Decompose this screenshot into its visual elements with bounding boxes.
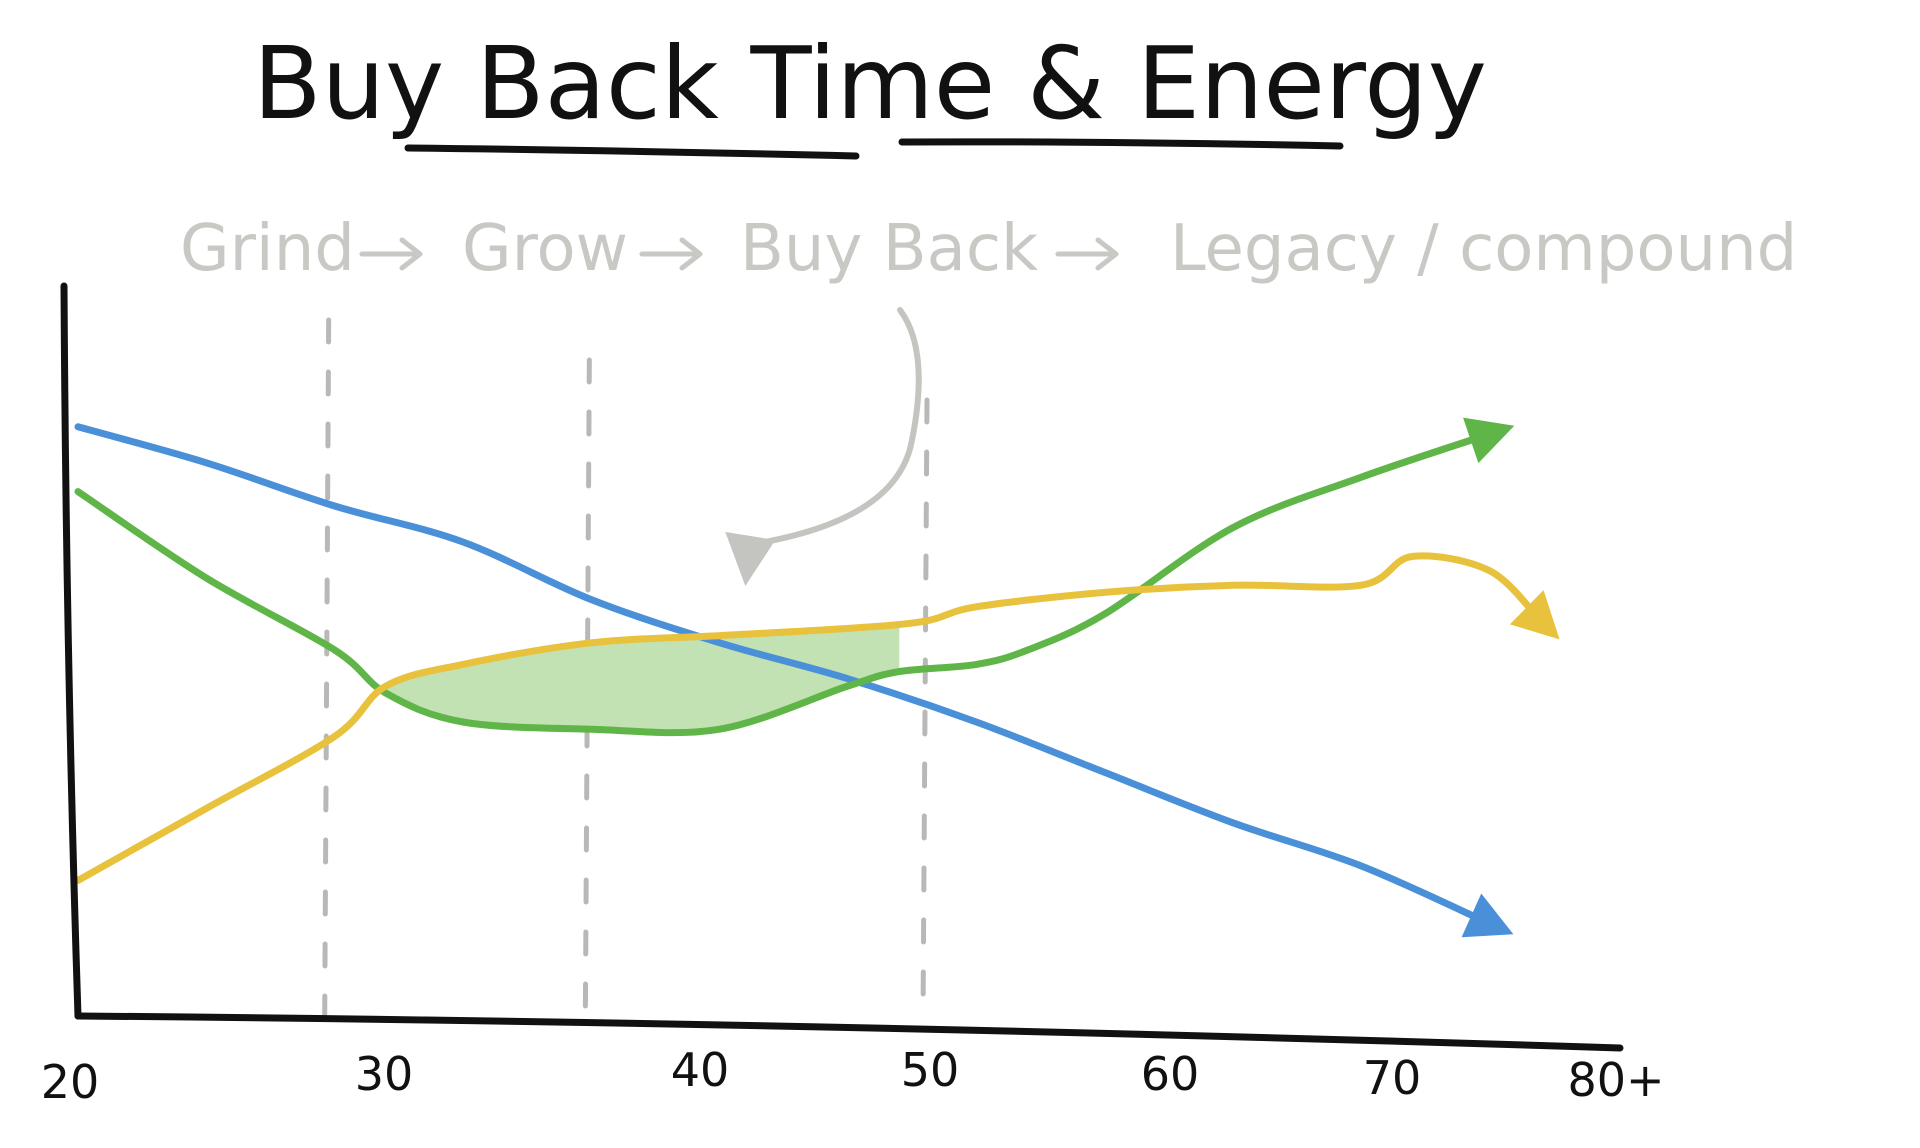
annotation-arrowhead-icon [725, 532, 776, 586]
phase-label: Buy Back [740, 212, 1038, 286]
x-tick-label: 70 [1363, 1051, 1422, 1105]
phase-arrow-icon [1055, 237, 1119, 271]
phase-label: Legacy / compound [1170, 212, 1797, 286]
annotation-line [750, 307, 922, 547]
yellow-series-line [74, 552, 1545, 884]
green-series-line [74, 430, 1494, 737]
phase-arrow-icon [359, 237, 423, 271]
blue-series-line [74, 423, 1494, 928]
x-tick-label: 50 [901, 1043, 960, 1097]
arrowhead-icon [1463, 417, 1515, 464]
shaded-area [386, 623, 900, 730]
arrowhead-icon [1509, 590, 1560, 640]
series-lines [74, 417, 1560, 938]
chart-title: Buy Back Time & Energy [253, 25, 1487, 142]
arrowhead-icon [1461, 893, 1514, 938]
title-underline-right [898, 138, 1344, 150]
phase-arrow-icon [639, 237, 703, 271]
x-tick-label: 30 [355, 1047, 414, 1101]
phase-boundary-line [920, 397, 930, 1023]
x-tick-labels: 20 30 40 50 60 70 80+ [41, 1043, 1665, 1109]
x-tick-label: 60 [1141, 1047, 1200, 1101]
shaded-region [386, 623, 900, 730]
phase-boundary-line [322, 317, 332, 1023]
phase-labels: Grind Grow Buy Back Legacy / compound [180, 212, 1797, 286]
x-tick-label: 40 [671, 1043, 730, 1097]
y-axis [60, 282, 82, 1020]
phase-label: Grind [180, 212, 355, 286]
x-tick-label: 20 [41, 1055, 100, 1109]
x-tick-label: 80+ [1567, 1053, 1664, 1107]
phase-label: Grow [462, 212, 628, 286]
annotation-arrow [725, 307, 922, 586]
title-underline-left [404, 144, 860, 160]
x-axis [74, 1012, 1624, 1052]
